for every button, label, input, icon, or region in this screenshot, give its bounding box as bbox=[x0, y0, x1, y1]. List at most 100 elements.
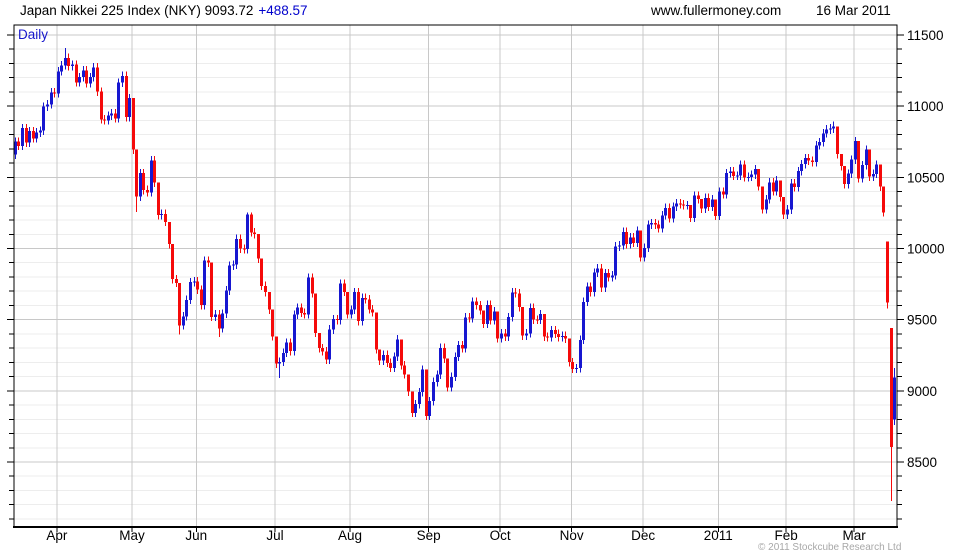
candle bbox=[218, 310, 221, 338]
candle bbox=[750, 170, 753, 182]
y-axis-label: 9500 bbox=[907, 313, 937, 328]
candle bbox=[736, 171, 739, 181]
candle bbox=[882, 186, 885, 217]
candle bbox=[411, 391, 414, 418]
x-axis-label: Feb bbox=[775, 528, 798, 543]
y-axis-labels: 8500 9000 9500 10000 10500 11000 11500 bbox=[907, 28, 945, 470]
candle bbox=[782, 197, 785, 219]
candle bbox=[64, 48, 67, 70]
candle bbox=[357, 287, 360, 326]
candle bbox=[210, 262, 213, 322]
candle bbox=[707, 193, 710, 212]
candle bbox=[71, 60, 74, 71]
candle bbox=[639, 230, 642, 262]
candle bbox=[114, 109, 117, 123]
timeframe-label: Daily bbox=[18, 27, 49, 42]
candle bbox=[589, 282, 592, 297]
candle bbox=[146, 185, 149, 197]
candle bbox=[629, 232, 632, 249]
candle bbox=[525, 329, 528, 340]
candle bbox=[622, 227, 625, 250]
candle bbox=[636, 226, 639, 248]
candle bbox=[125, 71, 128, 122]
candle bbox=[60, 61, 63, 76]
candle bbox=[75, 60, 78, 87]
minor-gridlines bbox=[14, 48, 897, 520]
candle bbox=[268, 292, 271, 314]
candle bbox=[175, 274, 178, 288]
candle bbox=[579, 335, 582, 373]
candle bbox=[396, 335, 399, 361]
candle bbox=[625, 227, 628, 249]
candle bbox=[568, 338, 571, 367]
candle bbox=[361, 293, 364, 326]
candle bbox=[375, 312, 378, 354]
candle bbox=[700, 199, 703, 213]
candle bbox=[807, 153, 810, 165]
candle bbox=[132, 98, 135, 154]
candle bbox=[754, 164, 757, 179]
candle bbox=[339, 279, 342, 325]
candle bbox=[768, 178, 771, 204]
price-change: +488.57 bbox=[258, 3, 308, 18]
x-axis-label: Sep bbox=[417, 528, 441, 543]
candle bbox=[471, 297, 474, 323]
candle bbox=[561, 331, 564, 342]
instrument-title: Japan Nikkei 225 Index (NKY) 9093.72 bbox=[20, 3, 254, 18]
candle bbox=[790, 179, 793, 214]
y-axis-label: 9000 bbox=[907, 384, 937, 399]
candle bbox=[285, 338, 288, 358]
candle bbox=[346, 291, 349, 319]
candle bbox=[722, 187, 725, 199]
candle bbox=[232, 260, 235, 270]
candle bbox=[32, 126, 35, 143]
candle bbox=[92, 63, 95, 82]
candle bbox=[17, 137, 20, 151]
candle bbox=[886, 241, 889, 309]
candle bbox=[600, 264, 603, 292]
candle bbox=[632, 232, 635, 248]
candle bbox=[393, 352, 396, 373]
candle bbox=[714, 199, 717, 221]
candle bbox=[289, 338, 292, 356]
candle bbox=[443, 343, 446, 363]
candle bbox=[89, 72, 92, 88]
candle bbox=[879, 164, 882, 191]
candle bbox=[797, 166, 800, 192]
x-axis-labels: Apr May Jun Jul Aug Sep Oct Nov Dec 2011 Feb Mar bbox=[46, 528, 866, 543]
candle bbox=[575, 363, 578, 374]
candle bbox=[378, 349, 381, 365]
candle bbox=[543, 314, 546, 341]
candle bbox=[57, 67, 60, 98]
website-link[interactable]: www.fullermoney.com bbox=[651, 3, 782, 18]
candle bbox=[53, 88, 56, 98]
candle bbox=[475, 297, 478, 310]
candle bbox=[890, 328, 893, 501]
candle bbox=[822, 129, 825, 147]
candle bbox=[718, 187, 721, 221]
candle bbox=[153, 155, 156, 188]
candle bbox=[200, 285, 203, 310]
y-axis-label: 8500 bbox=[907, 455, 937, 470]
candle bbox=[221, 309, 224, 333]
candle bbox=[35, 128, 38, 143]
candle bbox=[303, 308, 306, 319]
candle bbox=[350, 305, 353, 319]
candle bbox=[264, 281, 267, 297]
candle bbox=[121, 71, 124, 87]
candle bbox=[386, 350, 389, 368]
plot-border bbox=[13, 24, 898, 528]
candle bbox=[596, 264, 599, 277]
candle bbox=[282, 348, 285, 367]
candle bbox=[157, 182, 160, 220]
candle bbox=[403, 361, 406, 379]
candle bbox=[500, 329, 503, 343]
candle bbox=[14, 137, 17, 159]
candle bbox=[461, 340, 464, 353]
candle bbox=[704, 193, 707, 213]
candle bbox=[418, 387, 421, 409]
candle bbox=[103, 114, 106, 125]
candles-layer bbox=[14, 48, 896, 501]
candle bbox=[168, 221, 171, 249]
